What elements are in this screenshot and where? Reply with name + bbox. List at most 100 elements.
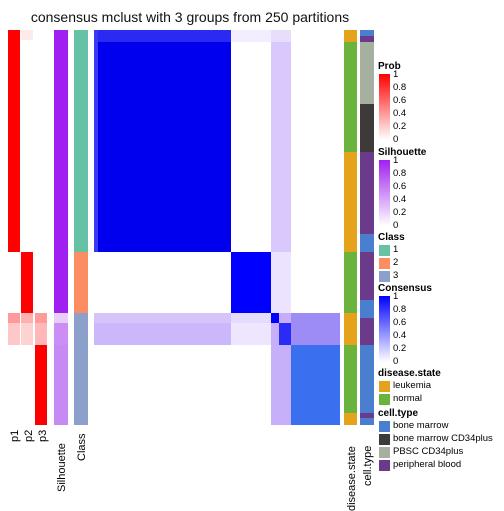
legend-swatch bbox=[379, 447, 390, 458]
legend-tick: 0.2 bbox=[393, 207, 407, 218]
legend-tick: 0.4 bbox=[393, 108, 407, 119]
consensus-cell bbox=[94, 313, 231, 323]
legend-title: Silhouette bbox=[378, 147, 427, 158]
consensus-cell bbox=[94, 30, 98, 252]
legend-swatch bbox=[379, 271, 390, 282]
legend-title: disease.state bbox=[378, 368, 441, 379]
column-label: p3 bbox=[37, 430, 49, 443]
cell-type-cell bbox=[360, 418, 374, 425]
consensus-cell bbox=[271, 30, 291, 42]
legend-tick: 1 bbox=[393, 291, 399, 302]
consensus-cell bbox=[231, 313, 271, 323]
column-label: p1 bbox=[9, 430, 21, 443]
legend-tick: 0.8 bbox=[393, 168, 407, 179]
legend-tick: 0.8 bbox=[393, 304, 407, 315]
legend-tick: 1 bbox=[393, 69, 399, 80]
consensus-cell bbox=[291, 313, 340, 345]
consensus-cell bbox=[271, 252, 291, 313]
disease-state-cell bbox=[344, 252, 357, 313]
legend-tick: 0.4 bbox=[393, 194, 407, 205]
legend-tick: 0.6 bbox=[393, 95, 407, 106]
cell-type-cell bbox=[360, 300, 374, 313]
cell-type-cell bbox=[360, 318, 374, 345]
legend-swatch bbox=[379, 460, 390, 471]
legend-swatch bbox=[379, 258, 390, 269]
legend-swatch bbox=[379, 434, 390, 445]
legend-swatch bbox=[379, 245, 390, 256]
legend-tick: 0.4 bbox=[393, 330, 407, 341]
cell-type-cell bbox=[360, 104, 374, 152]
legend-title: cell.type bbox=[378, 408, 419, 419]
consensus-cell bbox=[279, 323, 291, 345]
cell-type-cell bbox=[360, 413, 374, 418]
legend-tick: 1 bbox=[393, 155, 399, 166]
legend-label: 3 bbox=[393, 270, 399, 281]
consensus-block-1 bbox=[94, 30, 231, 252]
cell-type-cell bbox=[360, 313, 374, 318]
legend-label: 1 bbox=[393, 244, 399, 255]
legend-tick: 0.8 bbox=[393, 82, 407, 93]
legend-label: leukemia bbox=[393, 380, 432, 391]
legend-label: peripheral blood bbox=[393, 459, 462, 470]
column-label: Class bbox=[76, 433, 88, 461]
legend-tick: 0 bbox=[393, 134, 399, 145]
consensus-cell bbox=[291, 345, 340, 425]
legend-swatch bbox=[379, 421, 390, 432]
legend-tick: 0 bbox=[393, 356, 399, 367]
prob-cell bbox=[21, 313, 33, 323]
silhouette-cell bbox=[54, 313, 68, 323]
silhouette-cell bbox=[54, 345, 68, 425]
disease-state-cell bbox=[344, 313, 357, 345]
prob-cell bbox=[21, 30, 33, 40]
cell-type-cell bbox=[360, 36, 374, 42]
legend-tick: 0 bbox=[393, 220, 399, 231]
prob-cell bbox=[35, 323, 47, 345]
column-label: disease.state bbox=[346, 445, 358, 511]
consensus-cell bbox=[231, 323, 271, 345]
consensus-cell bbox=[94, 30, 231, 42]
column-label: Silhouette bbox=[56, 443, 68, 492]
disease-state-cell bbox=[344, 42, 357, 152]
prob-cell bbox=[35, 323, 47, 425]
consensus-cell bbox=[271, 30, 291, 252]
legend-label: PBSC CD34plus bbox=[393, 446, 464, 457]
disease-state-cell bbox=[344, 152, 357, 252]
class-cell bbox=[74, 30, 88, 252]
disease-state-cell bbox=[344, 345, 357, 413]
cell-type-cell bbox=[360, 234, 374, 252]
silhouette-gradient bbox=[379, 160, 390, 226]
legend-swatch bbox=[379, 381, 390, 392]
legend-label: normal bbox=[393, 393, 423, 404]
silhouette-cell bbox=[54, 30, 68, 252]
prob-column-p2 bbox=[21, 30, 33, 425]
consensus-cell bbox=[231, 30, 271, 42]
column-label: p2 bbox=[23, 430, 35, 443]
class-cell bbox=[74, 313, 88, 425]
silhouette-cell bbox=[54, 323, 68, 345]
disease-state-cell bbox=[344, 413, 357, 425]
cell-type-cell bbox=[360, 345, 374, 413]
consensus-cell bbox=[271, 345, 291, 425]
cell-type-cell bbox=[360, 30, 374, 36]
consensus-cell bbox=[271, 313, 279, 323]
legend-title: Consensus bbox=[378, 283, 432, 294]
cell-type-cell bbox=[360, 42, 374, 104]
prob-cell bbox=[35, 313, 47, 323]
chart-title: consensus mclust with 3 groups from 250 … bbox=[30, 9, 350, 25]
cell-type-cell bbox=[360, 252, 374, 300]
prob-gradient bbox=[379, 74, 390, 140]
prob-cell bbox=[8, 323, 20, 345]
prob-cell bbox=[21, 323, 33, 345]
consensus-gradient bbox=[379, 296, 390, 362]
legend-label: bone marrow CD34plus bbox=[393, 433, 493, 444]
class-cell bbox=[74, 252, 88, 313]
legend-label: bone marrow bbox=[393, 420, 449, 431]
silhouette-cell bbox=[54, 252, 68, 313]
column-label: cell.type bbox=[362, 445, 374, 486]
legend-title: Prob bbox=[378, 61, 401, 72]
consensus-block-2 bbox=[231, 252, 271, 313]
cell-type-cell bbox=[360, 152, 374, 234]
disease-state-cell bbox=[344, 30, 357, 42]
prob-cell bbox=[21, 252, 33, 313]
